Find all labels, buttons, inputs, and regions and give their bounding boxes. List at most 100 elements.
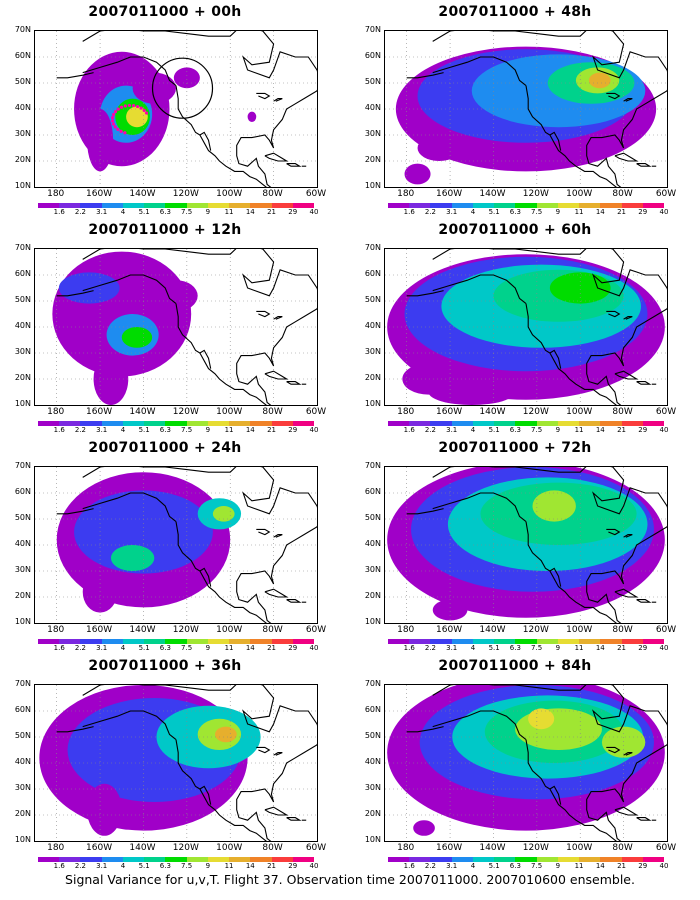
colorbar-label: 21 xyxy=(267,862,276,870)
colorbar-swatch xyxy=(271,203,293,208)
lat-tick-label: 40N xyxy=(14,321,31,330)
lon-tick-label: 180 xyxy=(47,625,65,635)
lon-tick-label: 60W xyxy=(305,189,327,199)
colorbar-label: 5.1 xyxy=(138,426,150,434)
lat-tick-label: 70N xyxy=(364,461,381,470)
colorbar-label: 29 xyxy=(288,426,298,434)
coastline xyxy=(256,746,271,754)
colorbar-swatch xyxy=(430,421,452,426)
colorbar-label: 3.1 xyxy=(96,426,108,434)
coastline xyxy=(175,521,267,623)
colorbar-swatch xyxy=(621,203,643,208)
colorbar-swatch xyxy=(207,857,230,862)
colorbar-label: 29 xyxy=(638,862,648,870)
coastline xyxy=(623,316,633,320)
lat-tick-label: 70N xyxy=(364,25,381,34)
lon-tick-label: 140W xyxy=(479,189,506,199)
flight-track-marker xyxy=(116,107,120,111)
lon-tick-label: 80W xyxy=(262,407,283,417)
coastline xyxy=(525,85,617,187)
colorbar-label: 1.6 xyxy=(403,644,415,652)
variance-region xyxy=(93,353,129,405)
lat-tick-label: 30N xyxy=(364,783,381,792)
variance-region xyxy=(110,545,155,571)
colorbar-label: 9 xyxy=(555,426,561,434)
lat-tick-label: 20N xyxy=(364,373,381,382)
colorbar-label: 6.3 xyxy=(159,644,171,652)
lat-tick-label: 60N xyxy=(364,269,381,278)
coastline xyxy=(549,349,562,369)
coastline xyxy=(82,685,317,841)
lat-tick-label: 10N xyxy=(364,835,381,844)
colorbar-swatch xyxy=(144,639,166,644)
colorbar-label: 7.5 xyxy=(531,644,543,652)
variance-region xyxy=(528,708,555,730)
colorbar-swatch xyxy=(515,639,537,644)
panel-84h: 2007011000 + 84h 70N 60N 50N 40N 30N 20N 10N 18… xyxy=(350,654,680,872)
colorbar-label: 2.2 xyxy=(74,862,87,870)
colorbar-label: 11 xyxy=(574,208,584,216)
lon-tick-label: 180 xyxy=(47,407,65,417)
lat-tick-label: 50N xyxy=(14,731,31,740)
colorbar-swatch xyxy=(557,203,580,208)
lon-tick-label: 180 xyxy=(397,407,415,417)
lon-tick-label: 100W xyxy=(566,189,593,199)
colorbar-label: 9 xyxy=(205,862,211,870)
lat-tick-label: 60N xyxy=(14,51,31,60)
flight-track-marker xyxy=(113,109,118,114)
colorbar-label: 11 xyxy=(224,862,234,870)
flight-track-marker xyxy=(127,103,132,108)
coastline xyxy=(175,85,267,187)
colorbar-swatch xyxy=(515,203,537,208)
colorbar-label: 9 xyxy=(205,208,211,216)
lon-tick-label: 60W xyxy=(305,625,327,635)
coastline xyxy=(286,381,302,385)
lat-tick-label: 50N xyxy=(364,731,381,740)
colorbar-label: 11 xyxy=(574,644,584,652)
lon-tick-label: 80W xyxy=(262,189,283,199)
colorbar-label: 2.2 xyxy=(424,208,437,216)
colorbar-label: 4 xyxy=(120,426,126,434)
lat-tick-label: 50N xyxy=(364,77,381,86)
colorbar-swatch xyxy=(165,421,187,426)
lon-tick-label: 80W xyxy=(612,189,633,199)
colorbar-label: 3.1 xyxy=(96,644,108,652)
colorbar-label: 14 xyxy=(245,208,255,216)
coastline xyxy=(199,349,212,369)
colorbar-swatch xyxy=(186,203,208,208)
coastline xyxy=(606,310,621,318)
colorbar-label: 29 xyxy=(638,426,648,434)
colorbar-swatch xyxy=(642,639,665,644)
panel-36h: 2007011000 + 36h 70N 60N 50N 40N 30N 20N 10N 18… xyxy=(0,654,330,872)
colorbar-swatch xyxy=(536,203,558,208)
colorbar-swatch xyxy=(472,857,495,862)
colorbar-label: 3.1 xyxy=(446,426,458,434)
coastline xyxy=(432,492,527,523)
map-plot xyxy=(384,248,668,406)
lat-tick-label: 70N xyxy=(14,243,31,252)
colorbar-label: 5.1 xyxy=(138,208,150,216)
observation-circle xyxy=(151,57,214,119)
lat-tick-label: 60N xyxy=(14,487,31,496)
colorbar-swatch xyxy=(101,203,123,208)
colorbar-swatch xyxy=(494,857,516,862)
colorbar-swatch xyxy=(388,421,410,426)
colorbar-swatch xyxy=(250,203,272,208)
flight-track-marker xyxy=(135,104,140,109)
flight-track-marker xyxy=(131,104,136,108)
coastline xyxy=(199,567,212,587)
variance-region xyxy=(215,726,237,743)
lon-tick-label: 160W xyxy=(86,407,113,417)
coastline xyxy=(614,370,639,380)
lat-tick-label: 40N xyxy=(14,103,31,112)
coastline xyxy=(525,521,617,623)
coastline xyxy=(432,710,527,741)
coastline xyxy=(614,806,639,816)
map-canvas xyxy=(385,467,667,623)
colorbar-label: 21 xyxy=(617,644,626,652)
colorbar-swatch xyxy=(271,639,293,644)
colorbar-swatch xyxy=(144,203,166,208)
panel-72h: 2007011000 + 72h 70N 60N 50N 40N 30N 20N 10N 18… xyxy=(350,436,680,654)
colorbar-swatch xyxy=(271,857,293,862)
lon-tick-label: 160W xyxy=(436,843,463,853)
